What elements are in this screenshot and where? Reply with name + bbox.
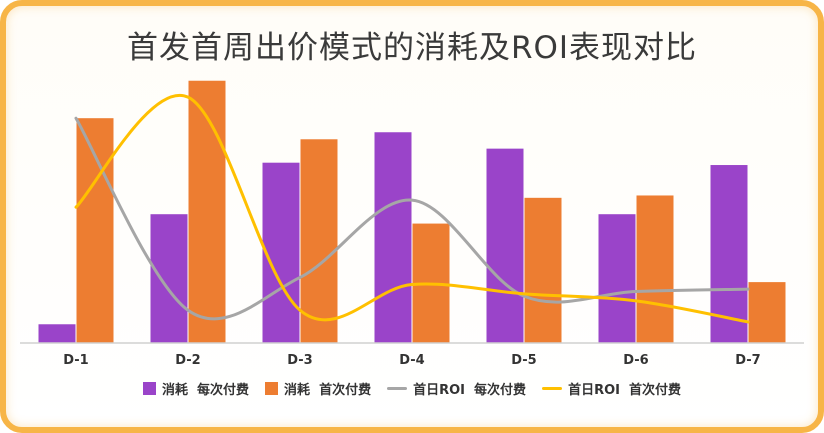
bar-1-D-3 <box>262 162 300 343</box>
x-tick-label: D-1 <box>63 353 88 368</box>
line-series-2 <box>74 93 750 324</box>
bar-2-D-3 <box>300 139 338 343</box>
legend-label: 消耗 每次付费 <box>161 383 250 398</box>
x-tick-label: D-3 <box>287 353 312 368</box>
legend-label: 首日ROI 每次付费 <box>413 383 527 398</box>
x-tick-label: D-4 <box>399 353 424 368</box>
x-tick-label: D-2 <box>175 353 200 368</box>
legend-item: 首日ROI 首次付费 <box>542 379 681 398</box>
legend-label: 消耗 首次付费 <box>284 383 372 398</box>
bar-1-D-6 <box>598 214 636 343</box>
legend-swatch <box>542 387 563 390</box>
x-tick-label: D-5 <box>511 353 536 368</box>
legend-item: 消耗 每次付费 <box>142 379 250 398</box>
bar-2-D-5 <box>524 197 562 343</box>
line-series-1 <box>74 116 750 321</box>
bar-2-D-2 <box>188 80 226 343</box>
legend-swatch <box>387 387 408 390</box>
chart-legend: 消耗 每次付费 消耗 首次付费 首日ROI 每次付费 首日ROI 首次付费 <box>0 379 824 398</box>
bar-1-D-7 <box>710 165 748 343</box>
chart-title: 首发首周出价模式的消耗及ROI表现对比 <box>126 30 698 66</box>
legend-item: 消耗 首次付费 <box>265 379 371 398</box>
bar-1-D-2 <box>150 214 188 343</box>
bar-2-D-7 <box>748 282 786 343</box>
legend-item: 首日ROI 每次付费 <box>387 379 526 398</box>
bar-2-D-1 <box>76 118 114 343</box>
legend-swatch <box>142 382 156 395</box>
bar-1-D-1 <box>38 324 76 343</box>
legend-swatch <box>265 382 279 395</box>
x-tick-label: D-6 <box>623 353 648 368</box>
legend-label: 首日ROI 首次付费 <box>568 383 682 398</box>
bar-1-D-4 <box>374 132 412 343</box>
bar-2-D-6 <box>636 195 674 343</box>
bar-1-D-5 <box>486 148 524 343</box>
x-tick-label: D-7 <box>735 353 760 368</box>
